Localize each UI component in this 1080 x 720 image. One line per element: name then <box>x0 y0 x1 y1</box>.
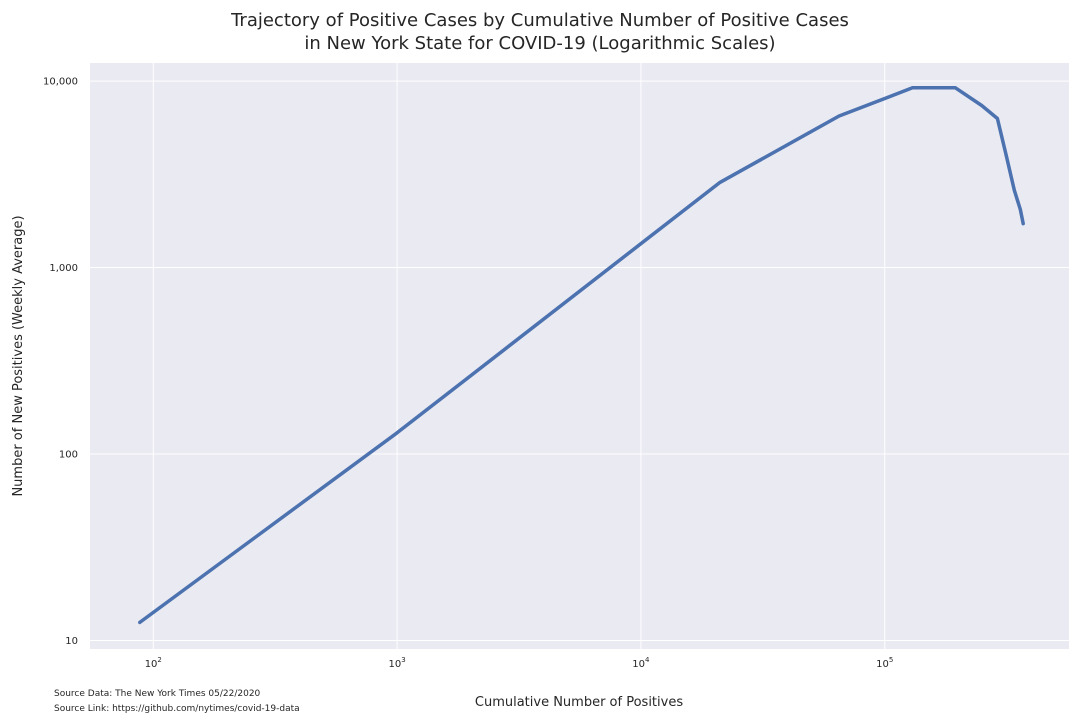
x-tick-exponent: 2 <box>157 656 161 664</box>
y-axis-label: Number of New Positives (Weekly Average) <box>11 215 26 496</box>
x-tick-exponent: 5 <box>889 656 893 664</box>
x-axis-label: Cumulative Number of Positives <box>475 695 683 710</box>
grid-lines <box>90 63 1069 649</box>
x-tick-exponent: 3 <box>401 656 405 664</box>
series-group <box>138 86 1025 625</box>
source-link-note: Source Link: https://github.com/nytimes/… <box>54 704 300 714</box>
chart-title: Trajectory of Positive Cases by Cumulati… <box>0 9 1080 55</box>
y-tick-label: 10 <box>65 636 78 647</box>
x-tick-label: 102 <box>145 656 162 670</box>
x-tick-base: 10 <box>389 659 402 670</box>
y-tick-label: 1,000 <box>49 263 78 274</box>
plot-background <box>90 63 1069 649</box>
x-tick-base: 10 <box>876 659 889 670</box>
x-tick-base: 10 <box>632 659 645 670</box>
series-line <box>138 86 1025 625</box>
x-tick-base: 10 <box>145 659 158 670</box>
chart-title-line-2: in New York State for COVID-19 (Logarith… <box>304 33 776 54</box>
x-tick-label: 103 <box>389 656 406 670</box>
chart-title-line-1: Trajectory of Positive Cases by Cumulati… <box>231 10 849 31</box>
x-tick-label: 105 <box>876 656 893 670</box>
y-tick-label: 100 <box>59 450 78 461</box>
x-tick-exponent: 4 <box>645 656 650 664</box>
source-data-note: Source Data: The New York Times 05/22/20… <box>54 689 261 699</box>
x-tick-label: 104 <box>632 656 650 670</box>
y-tick-label: 10,000 <box>43 77 78 88</box>
